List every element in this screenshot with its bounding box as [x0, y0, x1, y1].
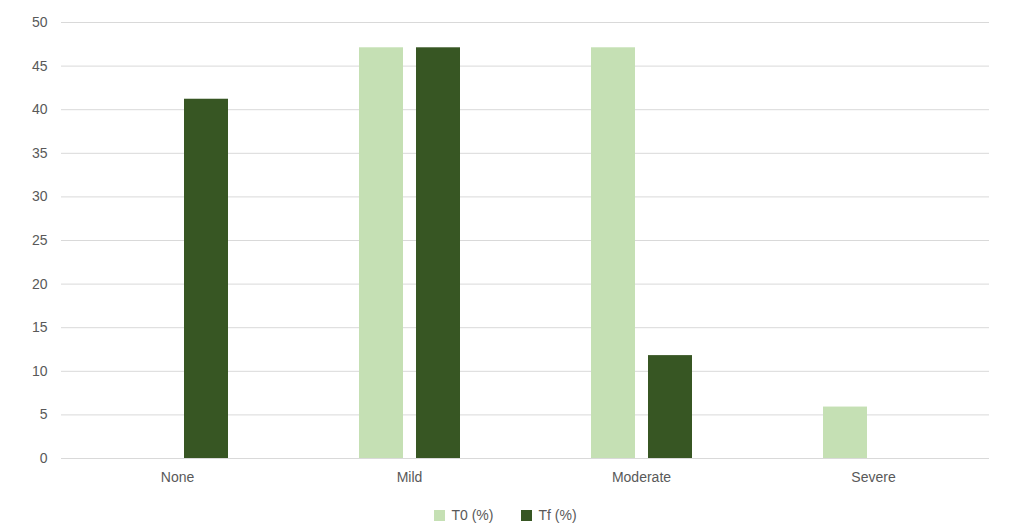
svg-text:Severe: Severe [851, 469, 896, 485]
svg-text:None: None [161, 469, 195, 485]
svg-text:Mild: Mild [397, 469, 423, 485]
svg-text:0: 0 [40, 450, 48, 466]
svg-text:5: 5 [40, 406, 48, 422]
svg-text:35: 35 [32, 145, 48, 161]
svg-text:Moderate: Moderate [612, 469, 671, 485]
svg-text:20: 20 [32, 276, 48, 292]
html-text:Tf (%): Tf (%) [538, 507, 577, 523]
svg-text:30: 30 [32, 188, 48, 204]
svg-text:15: 15 [32, 319, 48, 335]
html-text:T0 (%): T0 (%) [451, 507, 494, 523]
svg-text:25: 25 [32, 232, 48, 248]
svg-text:40: 40 [32, 101, 48, 117]
svg-text:50: 50 [32, 14, 48, 30]
svg-text:45: 45 [32, 58, 48, 74]
svg-text:10: 10 [32, 363, 48, 379]
